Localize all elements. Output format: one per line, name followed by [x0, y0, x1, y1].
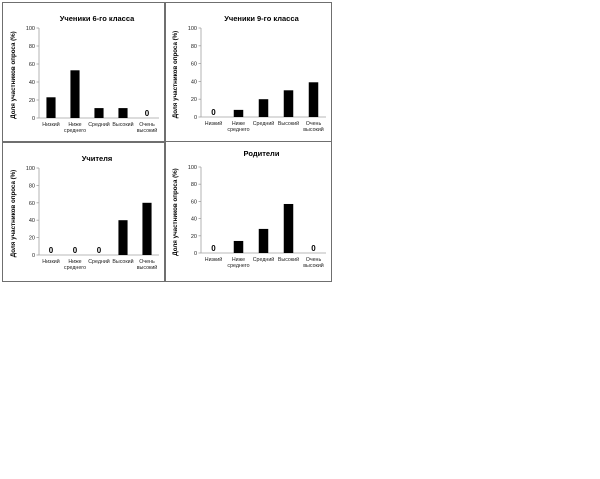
chart-grade6: Ученики 6-го класса Доля участников опрос… [10, 14, 159, 134]
bar [94, 108, 104, 118]
y-tick-label: 80 [191, 44, 197, 50]
y-tick-label: 80 [191, 182, 197, 188]
bar [283, 203, 294, 253]
chart-title: Учителя [82, 154, 113, 163]
data-label: 0 [211, 244, 216, 253]
y-tick-label: 40 [191, 217, 197, 223]
y-tick-label: 20 [29, 236, 35, 242]
chart-parents: Родители Доля участников опроса (%) 0 20 40 6… [172, 149, 326, 269]
y-tick-label: 0 [194, 115, 197, 121]
y-tick-label: 20 [191, 97, 197, 103]
bar [118, 220, 128, 255]
x-category-label: Низкий [42, 121, 59, 128]
x-category-label: Средний [88, 258, 110, 265]
bar [283, 90, 294, 117]
x-category-label: Очень высокий [303, 257, 324, 269]
y-tick-label: 0 [194, 251, 197, 257]
x-category-label: Ниже среднего [227, 257, 249, 269]
x-category-label: Высокий [278, 256, 299, 263]
chart-title: Ученики 9-го класса [224, 14, 299, 23]
chart-panel-teachers: Учителя Доля участников опроса (%) 0 20 40 60… [2, 142, 165, 282]
bar [233, 240, 244, 253]
data-label: 0 [311, 244, 316, 253]
data-label: 0 [97, 246, 102, 255]
chart-title: Родители [244, 149, 280, 158]
x-category-label: Ниже среднего [64, 259, 86, 271]
chart-teachers: Учителя Доля участников опроса (%) 0 20 40 60… [10, 154, 159, 271]
y-tick-label: 100 [26, 26, 35, 32]
bar [258, 99, 269, 117]
y-tick-label: 60 [191, 199, 197, 205]
y-tick-label: 60 [29, 201, 35, 207]
x-category-label: Средний [253, 256, 275, 263]
chart-panel-parents: Родители Доля участников опроса (%) 0 20 40 6… [165, 142, 332, 282]
chart-panel-grade6: Ученики 6-го класса Доля участников опрос… [2, 2, 165, 142]
y-tick-label: 60 [191, 62, 197, 68]
x-category-label: Низкий [205, 256, 222, 263]
y-tick-label: 100 [188, 165, 197, 171]
chart-title: Ученики 6-го класса [60, 14, 135, 23]
y-axis-label: Доля участников опроса (%) [10, 31, 17, 118]
data-label: 0 [49, 246, 54, 255]
y-tick-label: 80 [29, 183, 35, 189]
y-tick-label: 40 [191, 79, 197, 85]
x-category-label: Ниже среднего [64, 122, 86, 134]
y-tick-label: 20 [29, 98, 35, 104]
x-category-label: Средний [88, 121, 110, 128]
y-tick-label: 40 [29, 218, 35, 224]
bar [258, 228, 269, 253]
y-tick-label: 0 [32, 116, 35, 122]
y-tick-label: 100 [188, 26, 197, 32]
x-category-label: Низкий [42, 258, 59, 265]
bar [46, 97, 56, 118]
y-tick-label: 60 [29, 62, 35, 68]
x-category-label: Очень высокий [137, 259, 158, 271]
y-tick-label: 40 [29, 80, 35, 86]
x-category-label: Низкий [205, 120, 222, 127]
y-tick-label: 80 [29, 44, 35, 50]
y-tick-label: 0 [32, 253, 35, 259]
data-label: 0 [145, 109, 150, 118]
x-category-label: Ниже среднего [227, 121, 249, 133]
x-category-label: Средний [253, 120, 275, 127]
x-category-label: Высокий [278, 120, 299, 127]
bar [142, 202, 152, 255]
x-category-label: Очень высокий [303, 121, 324, 133]
chart-panel-grade9: Ученики 9-го класса Доля участников опрос… [165, 2, 332, 142]
bar [308, 82, 319, 117]
x-category-label: Высокий [112, 258, 133, 265]
y-tick-label: 100 [26, 166, 35, 172]
y-axis-label: Доля участников опроса (%) [172, 31, 179, 118]
y-tick-label: 20 [191, 234, 197, 240]
data-label: 0 [73, 246, 78, 255]
bar [233, 109, 244, 117]
data-label: 0 [211, 108, 216, 117]
x-category-label: Высокий [112, 121, 133, 128]
bar [70, 70, 80, 118]
y-axis-label: Доля участников опроса (%) [172, 168, 179, 255]
bar [118, 108, 128, 118]
chart-grade9: Ученики 9-го класса Доля участников опрос… [172, 14, 326, 133]
y-axis-label: Доля участников опроса (%) [10, 170, 17, 257]
x-category-label: Очень высокий [137, 122, 158, 134]
